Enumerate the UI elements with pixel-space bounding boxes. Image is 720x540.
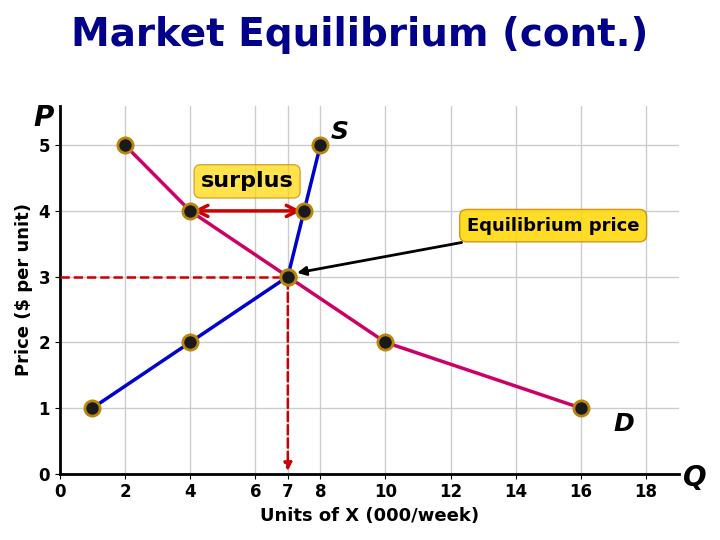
Point <box>86 404 98 413</box>
Text: P: P <box>33 104 54 132</box>
Text: surplus: surplus <box>201 171 294 191</box>
Point <box>282 272 294 281</box>
Text: Q: Q <box>683 463 706 491</box>
Text: Market Equilibrium (cont.): Market Equilibrium (cont.) <box>71 16 649 54</box>
Text: D: D <box>613 412 634 436</box>
Point <box>120 141 131 150</box>
Point <box>184 207 196 215</box>
Point <box>315 141 326 150</box>
Text: S: S <box>330 120 348 144</box>
Point <box>575 404 587 413</box>
Point <box>184 338 196 347</box>
X-axis label: Units of X (000/week): Units of X (000/week) <box>260 507 479 525</box>
Y-axis label: Price ($ per unit): Price ($ per unit) <box>15 203 33 376</box>
Point <box>282 272 294 281</box>
Point <box>379 338 391 347</box>
Text: Equilibrium price: Equilibrium price <box>300 217 639 274</box>
Point <box>298 207 310 215</box>
